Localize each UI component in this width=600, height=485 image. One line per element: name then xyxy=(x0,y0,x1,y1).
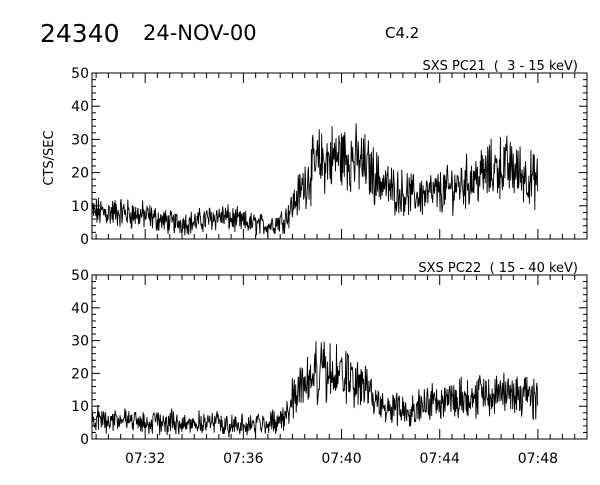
x-tick-label: 07:44 xyxy=(420,451,460,467)
y-axis-label: CTS/SEC xyxy=(42,130,57,185)
y-tick-label: 30 xyxy=(71,132,89,148)
x-tick-label: 07:36 xyxy=(223,451,263,467)
y-tick-label: 10 xyxy=(71,199,89,215)
y-tick-label: 0 xyxy=(80,232,89,248)
series-line xyxy=(91,123,539,237)
plot-frame xyxy=(91,72,588,240)
flare-class: C4.2 xyxy=(385,24,419,42)
y-tick-label: 50 xyxy=(71,268,89,284)
x-tick-label: 07:40 xyxy=(321,451,361,467)
plot-frame xyxy=(91,274,588,440)
event-date: 24-NOV-00 xyxy=(143,21,257,45)
event-id: 24340 xyxy=(40,19,120,48)
panel-title-pc22: SXS PC22 ( 15 - 40 keV) xyxy=(418,261,578,276)
y-tick-label: 10 xyxy=(71,399,89,415)
series-line xyxy=(91,341,539,438)
panel-pc22: SXS PC22 ( 15 - 40 keV) 0 10 20 30 40 50 07:32… xyxy=(71,261,588,467)
y-tick-label: 20 xyxy=(71,366,89,382)
y-tick-label: 0 xyxy=(80,432,89,448)
y-tick-label: 50 xyxy=(71,66,89,82)
x-tick-label: 07:32 xyxy=(125,451,165,467)
y-tick-label: 30 xyxy=(71,334,89,350)
panel-pc21: SXS PC21 ( 3 - 15 keV) CTS/SEC 0 10 20 30 40… xyxy=(42,59,588,248)
panel-title-pc21: SXS PC21 ( 3 - 15 keV) xyxy=(422,59,578,74)
y-tick-label: 40 xyxy=(71,301,89,317)
y-tick-label: 20 xyxy=(71,166,89,182)
y-tick-label: 40 xyxy=(71,99,89,115)
x-tick-label: 07:48 xyxy=(518,451,558,467)
